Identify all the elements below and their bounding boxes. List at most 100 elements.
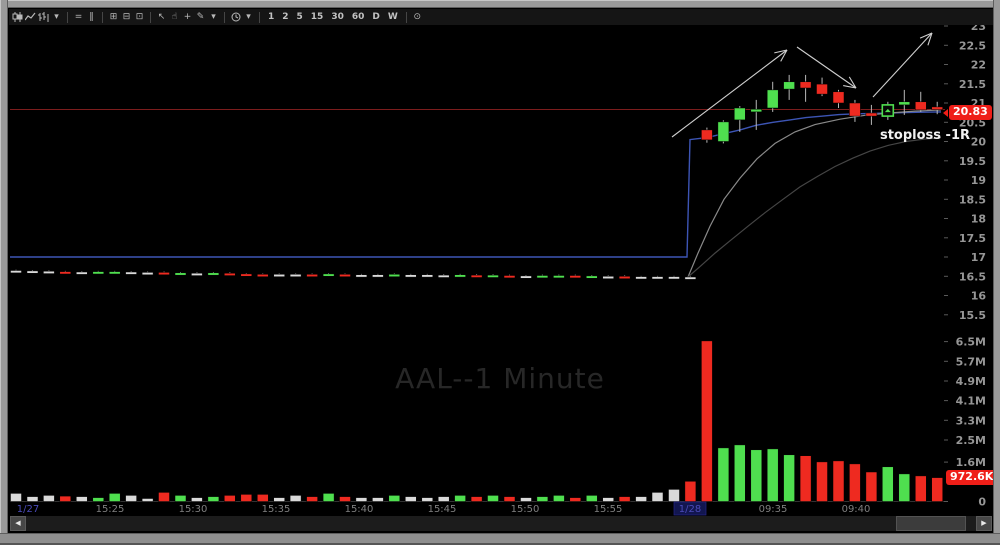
volume-bar	[76, 496, 88, 502]
volume-bar	[915, 475, 927, 502]
scroll-left-button[interactable]: ◀	[10, 516, 26, 531]
window-frame-left	[0, 0, 8, 545]
candle	[635, 276, 647, 280]
volume-bar	[372, 497, 384, 502]
timeframe-button-60[interactable]: 60	[351, 12, 365, 22]
candle	[734, 107, 746, 121]
grid-layout-icon[interactable]: ⊞	[109, 12, 118, 22]
price-tick-label: 21.5	[959, 78, 986, 91]
time-label[interactable]: 15:40	[345, 504, 374, 515]
volume-bar	[734, 444, 746, 502]
volume-bar	[273, 497, 285, 502]
chart-type-dropdown-icon[interactable]: ▾	[54, 12, 59, 22]
time-dropdown-icon[interactable]: ▾	[246, 12, 251, 22]
ohlc-bars-icon[interactable]	[38, 10, 49, 24]
timeframe-button-W[interactable]: W	[387, 12, 398, 22]
volume-bar	[536, 496, 549, 502]
trend-arrowhead[interactable]	[780, 49, 788, 62]
candle	[569, 275, 582, 279]
volume-bar	[470, 496, 483, 502]
horizontal-split-icon[interactable]: =	[74, 12, 83, 22]
timeframe-button-2[interactable]: 2	[282, 12, 289, 22]
time-label[interactable]: 15:50	[511, 504, 540, 515]
timeframe-button-D[interactable]: D	[372, 12, 380, 22]
time-label[interactable]: 09:40	[842, 504, 871, 515]
time-label[interactable]: 1/28	[679, 504, 701, 515]
volume-tick-label: 5.7M	[956, 355, 986, 368]
time-label[interactable]: 15:30	[179, 504, 208, 515]
volume-bar	[586, 495, 598, 502]
trend-arrow[interactable]	[796, 46, 857, 89]
line-chart-icon[interactable]	[25, 10, 36, 24]
volume-bar	[520, 497, 532, 502]
trend-arrowhead[interactable]	[848, 76, 857, 89]
scrollbar-thumb[interactable]	[896, 516, 966, 531]
trend-arrow[interactable]	[872, 32, 933, 98]
candle	[207, 272, 220, 276]
candle	[240, 273, 253, 277]
volume-bar	[108, 493, 121, 502]
vertical-split-icon[interactable]: ‖	[89, 12, 94, 22]
time-label[interactable]: 15:35	[262, 504, 291, 515]
volume-bar	[553, 495, 565, 502]
volume-tick-label: 6.5M	[956, 336, 986, 349]
candle	[783, 81, 795, 90]
price-tick-label: 19	[971, 174, 986, 187]
candle	[750, 108, 763, 113]
candlestick-chart-icon[interactable]	[12, 10, 23, 24]
volume-bar	[651, 492, 664, 502]
time-label[interactable]: 15:25	[96, 504, 125, 515]
window-frame-right	[993, 0, 1000, 545]
candle	[224, 272, 236, 276]
draw-pencil-icon[interactable]: ✎	[196, 12, 205, 22]
volume-bar	[355, 497, 368, 502]
current-volume-badge: 972.6K	[946, 470, 998, 485]
candle	[931, 106, 943, 110]
time-label[interactable]: 1/27	[17, 504, 39, 515]
candle	[306, 274, 318, 277]
time-label[interactable]: 15:55	[594, 504, 623, 515]
volume-bar	[816, 461, 828, 502]
window-layout-icon[interactable]: ⊟	[122, 12, 131, 22]
trend-arrow[interactable]	[671, 49, 788, 138]
trend-arrowhead[interactable]	[774, 49, 788, 54]
session-clock-icon[interactable]: ⊙	[413, 12, 422, 22]
hand-tool-icon[interactable]: ☝	[171, 12, 178, 22]
toolbar-separator	[259, 11, 260, 23]
trend-arrowhead[interactable]	[843, 85, 857, 89]
volume-bar	[701, 340, 713, 502]
scroll-right-button[interactable]: ▶	[976, 516, 992, 531]
draw-dropdown-icon[interactable]: ▾	[211, 12, 216, 22]
time-label[interactable]: 15:45	[428, 504, 457, 515]
volume-tick-label: 4.9M	[956, 375, 986, 388]
timeframe-button-1[interactable]: 1	[268, 12, 275, 22]
cursor-arrow-icon[interactable]: ↖	[157, 12, 166, 22]
clock-icon[interactable]	[230, 10, 241, 24]
candle	[257, 274, 269, 277]
volume-bar	[388, 495, 401, 502]
candle	[898, 101, 911, 106]
volume-bar	[717, 447, 730, 502]
volume-bar	[421, 497, 434, 502]
single-window-icon[interactable]: ⊡	[135, 12, 144, 22]
volume-bar	[832, 460, 845, 502]
volume-bar	[141, 498, 154, 502]
timeframe-button-15[interactable]: 15	[310, 12, 324, 22]
crosshair-icon[interactable]: +	[183, 12, 192, 22]
trend-arrowhead[interactable]	[919, 32, 933, 39]
timeframe-button-5[interactable]: 5	[296, 12, 303, 22]
price-tick-label: 18.5	[959, 193, 986, 206]
time-label[interactable]: 09:35	[759, 504, 788, 515]
trend-arrowhead[interactable]	[927, 32, 933, 46]
volume-tick-label: 0	[978, 496, 986, 509]
volume-bar	[454, 495, 466, 502]
timeframe-button-30[interactable]: 30	[331, 12, 344, 22]
price-tick-label: 16	[971, 290, 987, 303]
horizontal-scrollbar[interactable]: ◀ ▶	[10, 516, 992, 531]
candle	[799, 81, 812, 89]
toolbar-separator	[150, 11, 151, 23]
price-tick-label: 15.5	[959, 309, 986, 322]
volume-bar	[158, 492, 170, 502]
